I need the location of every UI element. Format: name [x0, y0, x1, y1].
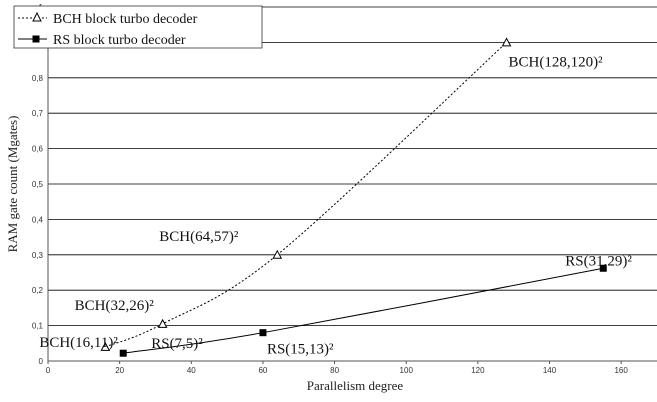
point-label: RS(31,29)² — [565, 253, 632, 269]
data-point-rs — [259, 329, 267, 337]
series-layer — [105, 42, 604, 354]
x-tick-label: 0 — [46, 366, 51, 375]
data-point-bch — [100, 341, 111, 351]
y-axis-title: RAM gate count (Mgates) — [5, 116, 20, 253]
y-tick-label: 0,8 — [32, 74, 44, 83]
y-tick-label: 0,4 — [32, 215, 44, 224]
x-tick-label: 80 — [330, 366, 339, 375]
point-label: BCH(32,26)² — [75, 298, 155, 314]
x-tick-label: 60 — [258, 366, 267, 375]
y-tick-label: 0 — [39, 357, 44, 366]
point-label: BCH(128,120)² — [509, 54, 604, 70]
grid-lines — [48, 6, 657, 327]
marker-layer — [100, 37, 607, 357]
legend-marker-rs — [32, 35, 40, 43]
point-label: BCH(16,11)² — [39, 335, 118, 351]
x-tick-label: 160 — [614, 366, 628, 375]
series-line-rs — [123, 267, 604, 354]
legend-label-bch: BCH block turbo decoder — [53, 12, 198, 27]
data-point-rs — [119, 349, 127, 357]
point-label: BCH(64,57)² — [159, 229, 239, 245]
y-tick-label: 0,3 — [32, 251, 44, 260]
x-axis-title: Parallelism degree — [307, 378, 404, 393]
series-line-bch — [105, 42, 507, 348]
point-label: RS(15,13)² — [267, 342, 334, 358]
data-point-bch — [272, 249, 283, 259]
legend-label-rs: RS block turbo decoder — [53, 33, 186, 48]
legend-marker-bch — [32, 11, 42, 22]
x-tick-label: 100 — [400, 366, 414, 375]
y-tick-label: 0,7 — [32, 109, 44, 118]
x-tick-label: 40 — [187, 366, 196, 375]
axes — [47, 7, 657, 364]
y-tick-label: 0,2 — [32, 286, 44, 295]
x-tick-label: 120 — [471, 366, 485, 375]
data-point-bch — [157, 318, 168, 328]
point-label: RS(7,5)² — [151, 336, 203, 352]
y-tick-label: 0,6 — [32, 145, 44, 154]
x-tick-label: 140 — [543, 366, 557, 375]
y-tick-label: 0,1 — [32, 322, 44, 331]
legend: BCH block turbo decoder RS block turbo d… — [13, 5, 263, 49]
x-tick-label: 20 — [115, 366, 124, 375]
data-point-bch — [501, 37, 512, 47]
data-point-rs — [599, 264, 607, 272]
legend-box — [13, 5, 263, 49]
point-labels: BCH(16,11)² BCH(32,26)² BCH(64,57)² BCH(128… — [39, 54, 632, 357]
y-tick-label: 0,5 — [32, 180, 44, 189]
